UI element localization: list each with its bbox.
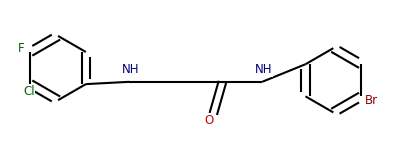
- Text: NH: NH: [122, 63, 139, 76]
- Text: Br: Br: [365, 94, 378, 107]
- Text: O: O: [204, 114, 213, 127]
- Text: NH: NH: [255, 63, 273, 76]
- Text: F: F: [18, 42, 24, 55]
- Text: Cl: Cl: [23, 85, 34, 98]
